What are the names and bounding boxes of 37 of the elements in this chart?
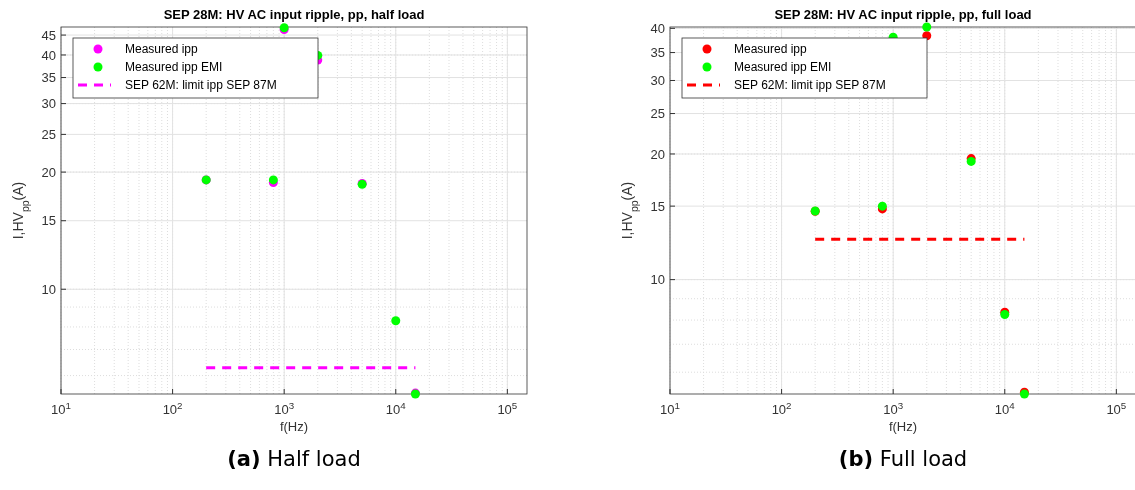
x-tick-label: 10$^{2}$: [162, 399, 183, 417]
y-tick-label: 45: [41, 27, 56, 43]
x-axis-title: f(Hz): [888, 419, 918, 434]
x-tick-label: 10$^{3}$: [883, 399, 904, 417]
x-tick-label: 10$^{1}$: [51, 399, 71, 417]
y-tick-label: 35: [650, 45, 665, 61]
legend-label: SEP 62M: limit ipp SEP 87M: [125, 78, 277, 93]
x-tick-label: 10$^{3}$: [274, 399, 295, 417]
legend-label: Measured ipp: [734, 42, 808, 57]
y-tick-label: 35: [41, 70, 56, 86]
chart-title: SEP 28M: HV AC input ripple, pp, full load: [774, 7, 1032, 22]
x-axis-title: f(Hz): [279, 419, 309, 434]
y-tick-label: 25: [650, 106, 665, 122]
x-tick-label: 10$^{5}$: [1106, 399, 1127, 417]
y-tick-label: 15: [41, 213, 56, 229]
legend-label: Measured ipp: [125, 42, 199, 57]
y-tick-label: 40: [41, 47, 56, 63]
y-tick-label: 25: [41, 126, 56, 142]
x-tick-label: 10$^{5}$: [497, 399, 518, 417]
y-tick-label: 40: [650, 20, 665, 36]
chart-title: SEP 28M: HV AC input ripple, pp, half load: [163, 7, 425, 22]
legend-label: Measured ipp EMI: [125, 60, 223, 75]
x-tick-label: 10$^{2}$: [771, 399, 792, 417]
text: (b) Full load: [838, 447, 968, 471]
legend-label: SEP 62M: limit ipp SEP 87M: [734, 78, 886, 93]
y-tick-label: 10: [650, 272, 665, 288]
y-tick-label: 30: [41, 96, 56, 112]
text: (a) Half load: [227, 447, 361, 471]
y-tick-label: 10: [41, 281, 56, 297]
y-tick-label: 15: [650, 198, 665, 214]
y-tick-label: 30: [650, 73, 665, 89]
y-tick-label: 20: [41, 164, 56, 180]
x-tick-label: 10$^{4}$: [385, 399, 407, 417]
x-tick-label: 10$^{1}$: [660, 399, 680, 417]
legend-label: Measured ipp EMI: [734, 60, 832, 75]
x-tick-label: 10$^{4}$: [994, 399, 1016, 417]
y-tick-label: 20: [650, 146, 665, 162]
